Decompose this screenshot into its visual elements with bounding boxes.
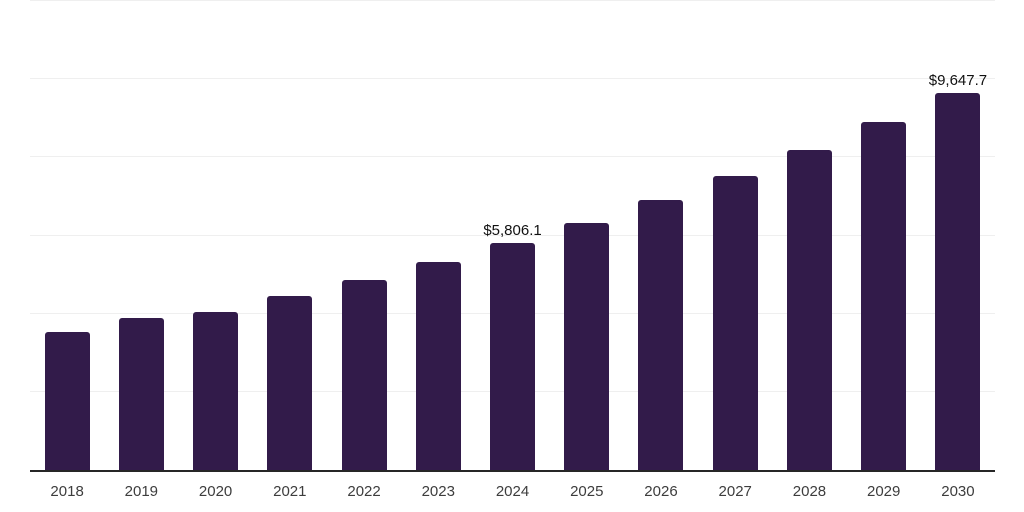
- bar-band-2027: [698, 1, 772, 470]
- x-tick-label-2029: 2029: [867, 483, 901, 500]
- bar-band-2026: [624, 1, 698, 470]
- x-tick-label-2026: 2026: [644, 483, 678, 500]
- bar-2027: [712, 175, 758, 470]
- x-tick-label-2019: 2019: [124, 483, 159, 500]
- gridline-6000: [30, 234, 995, 236]
- bar-2028: [786, 150, 832, 470]
- x-tick-label-2025: 2025: [570, 483, 604, 500]
- bar-2024: $5,806.1: [483, 222, 542, 470]
- bar-band-2021: [253, 1, 327, 470]
- x-tick-label-2024: 2024: [495, 483, 530, 500]
- bar-band-2019: [104, 1, 178, 470]
- x-axis-labels: 2018 2019 2020 2021 2022 2023 2024 2025 2026 2027…: [30, 483, 995, 500]
- plot-area: $5,806.1 $9,647.7: [30, 0, 995, 472]
- bar-band-2020: [178, 1, 252, 470]
- bar-band-2023: [401, 1, 475, 470]
- x-tick-label-2030: 2030: [941, 483, 975, 500]
- bar-band-2024: $5,806.1: [475, 1, 549, 470]
- bar-band-2028: [772, 1, 846, 470]
- bar-band-2022: [327, 1, 401, 470]
- bar-2018: [44, 332, 90, 470]
- bar-2030: $9,647.7: [929, 72, 987, 470]
- bar-2022: [341, 280, 387, 470]
- x-tick-label-2027: 2027: [718, 483, 752, 500]
- gridline-10000: [30, 78, 995, 80]
- x-tick-label-2022: 2022: [347, 483, 381, 500]
- x-tick-label-2023: 2023: [421, 483, 455, 500]
- x-tick-label-2028: 2028: [792, 483, 827, 500]
- bar-band-2030: $9,647.7: [921, 1, 995, 470]
- x-tick-label-2021: 2021: [273, 483, 307, 500]
- bar-band-2018: [30, 1, 104, 470]
- bar-2019: [118, 318, 164, 470]
- bar-value-label-2030: $9,647.7: [928, 71, 988, 89]
- bar-band-2029: [847, 1, 921, 470]
- x-tick-label-2020: 2020: [198, 483, 233, 500]
- bar-2020: [193, 311, 239, 470]
- bar-2021: [267, 296, 313, 470]
- bar-band-2025: [550, 1, 624, 470]
- x-tick-label-2018: 2018: [50, 483, 84, 500]
- bar-2023: [415, 262, 461, 470]
- bar-series: $5,806.1 $9,647.7: [30, 1, 995, 470]
- bar-2026: [638, 200, 684, 470]
- gridline-12000: [30, 0, 995, 1]
- bar-2025: [564, 223, 610, 470]
- bar-2029: [861, 122, 907, 470]
- gridline-8000: [30, 156, 995, 158]
- bar-value-label-2024: $5,806.1: [483, 222, 542, 240]
